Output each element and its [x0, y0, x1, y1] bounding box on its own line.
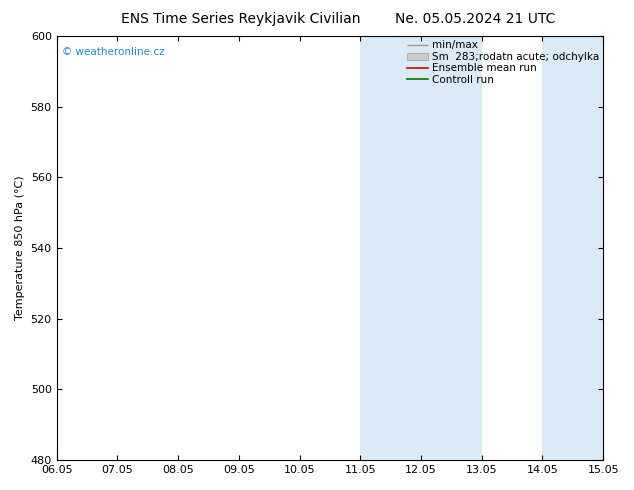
- Text: © weatheronline.cz: © weatheronline.cz: [62, 47, 165, 57]
- Bar: [360, 36, 482, 460]
- Text: ENS Time Series Reykjavik Civilian: ENS Time Series Reykjavik Civilian: [121, 12, 361, 26]
- Bar: [543, 36, 603, 460]
- Y-axis label: Temperature 850 hPa (°C): Temperature 850 hPa (°C): [15, 176, 25, 320]
- Legend: min/max, Sm  283;rodatn acute; odchylka, Ensemble mean run, Controll run: min/max, Sm 283;rodatn acute; odchylka, …: [404, 38, 601, 87]
- Text: Ne. 05.05.2024 21 UTC: Ne. 05.05.2024 21 UTC: [396, 12, 555, 26]
